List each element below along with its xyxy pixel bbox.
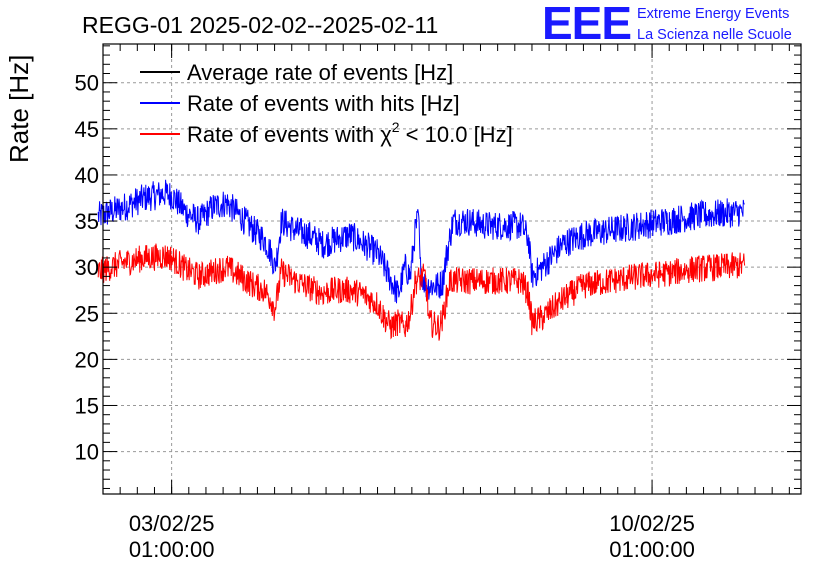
legend: Average rate of events [Hz] Rate of even… [140,60,513,147]
y-tick-label: 50 [75,71,99,96]
series-line-2 [97,243,746,341]
tick-labels: 10152025303540455003/02/2501:00:0010/02/… [75,71,695,562]
x-tick-label-date: 03/02/25 [129,511,215,536]
grid [103,44,801,494]
y-tick-label: 40 [75,163,99,188]
series-layer [97,179,746,341]
legend-label-average: Average rate of events [Hz] [187,60,453,85]
logo-line1: Extreme Energy Events [637,6,789,22]
y-tick-label: 10 [75,440,99,465]
y-tick-label: 30 [75,255,99,280]
logo-mark: EEE [542,0,631,49]
y-tick-label: 45 [75,117,99,142]
x-tick-label-date: 10/02/25 [609,511,695,536]
y-tick-label: 25 [75,301,99,326]
legend-label-chi2: Rate of events with χ2 < 10.0 [Hz] [187,119,513,147]
x-tick-label-time: 01:00:00 [609,537,695,562]
y-tick-label: 15 [75,393,99,418]
eee-logo: EEE Extreme Energy Events La Scienza nel… [542,0,792,49]
y-tick-label: 35 [75,209,99,234]
legend-label-hits: Rate of events with hits [Hz] [187,91,460,116]
logo-line2: La Scienza nelle Scuole [637,27,792,43]
chart-title: REGG-01 2025-02-02--2025-02-11 [82,12,438,38]
y-tick-label: 20 [75,347,99,372]
x-tick-label-time: 01:00:00 [129,537,215,562]
plot-frame [102,43,802,495]
axes [102,44,801,494]
y-axis-label: Rate [Hz] [4,55,34,163]
